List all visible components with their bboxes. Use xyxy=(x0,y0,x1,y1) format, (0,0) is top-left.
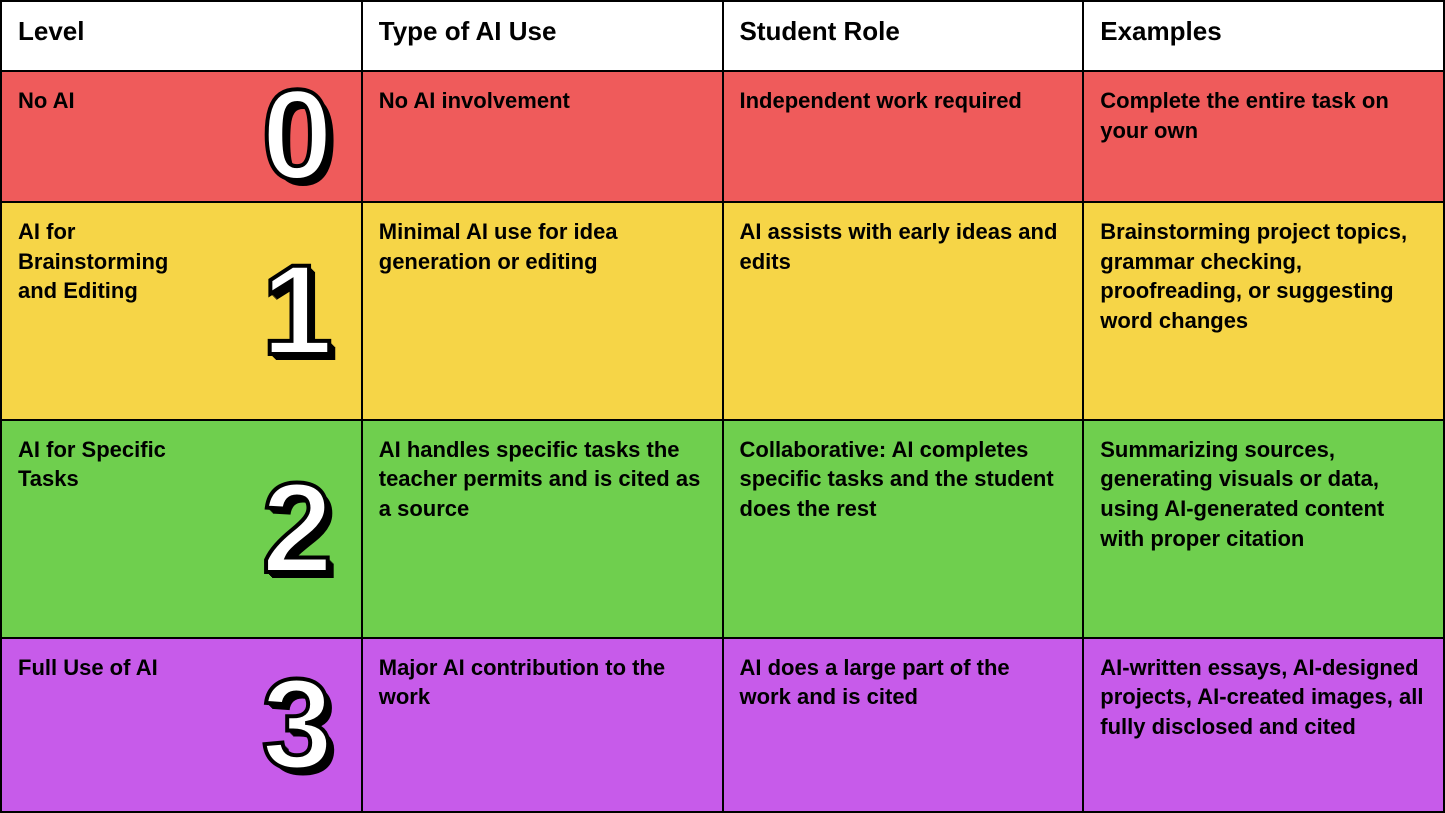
level-label: Full Use of AI xyxy=(18,653,198,683)
header-level: Level xyxy=(1,1,362,71)
table-row: Full Use of AI 3Major AI contribution to … xyxy=(1,638,1444,812)
ai-use-levels-table: Level Type of AI Use Student Role Exampl… xyxy=(0,0,1445,813)
header-row: Level Type of AI Use Student Role Exampl… xyxy=(1,1,1444,71)
level-cell: No AI 0 xyxy=(1,71,362,202)
table-row: AI for Specific Tasks 2AI handles specifi… xyxy=(1,420,1444,638)
examples-cell: AI-written essays, AI-designed projects,… xyxy=(1083,638,1444,812)
level-cell: Full Use of AI 3 xyxy=(1,638,362,812)
level-label: No AI xyxy=(18,86,198,116)
level-cell: AI for Specific Tasks 2 xyxy=(1,420,362,638)
role-cell: Collaborative: AI completes specific tas… xyxy=(723,420,1084,638)
header-role: Student Role xyxy=(723,1,1084,71)
table-row: No AI 0No AI involvementIndependent work … xyxy=(1,71,1444,202)
type-cell: No AI involvement xyxy=(362,71,723,202)
type-cell: Major AI contribution to the work xyxy=(362,638,723,812)
level-label: AI for Specific Tasks xyxy=(18,435,198,494)
role-cell: AI does a large part of the work and is … xyxy=(723,638,1084,812)
level-number: 2 xyxy=(262,465,333,593)
level-cell: AI for Brainstorming and Editing 1 xyxy=(1,202,362,420)
header-type: Type of AI Use xyxy=(362,1,723,71)
header-examples: Examples xyxy=(1083,1,1444,71)
role-cell: AI assists with early ideas and edits xyxy=(723,202,1084,420)
role-cell: Independent work required xyxy=(723,71,1084,202)
type-cell: AI handles specific tasks the teacher pe… xyxy=(362,420,723,638)
level-number: 3 xyxy=(262,661,333,789)
examples-cell: Summarizing sources, generating visuals … xyxy=(1083,420,1444,638)
examples-cell: Complete the entire task on your own xyxy=(1083,71,1444,202)
examples-cell: Brainstorming project topics, grammar ch… xyxy=(1083,202,1444,420)
level-label: AI for Brainstorming and Editing xyxy=(18,217,198,306)
type-cell: Minimal AI use for idea generation or ed… xyxy=(362,202,723,420)
level-number: 0 xyxy=(262,72,333,200)
table-row: AI for Brainstorming and Editing 1Minimal… xyxy=(1,202,1444,420)
level-number: 1 xyxy=(262,247,333,375)
